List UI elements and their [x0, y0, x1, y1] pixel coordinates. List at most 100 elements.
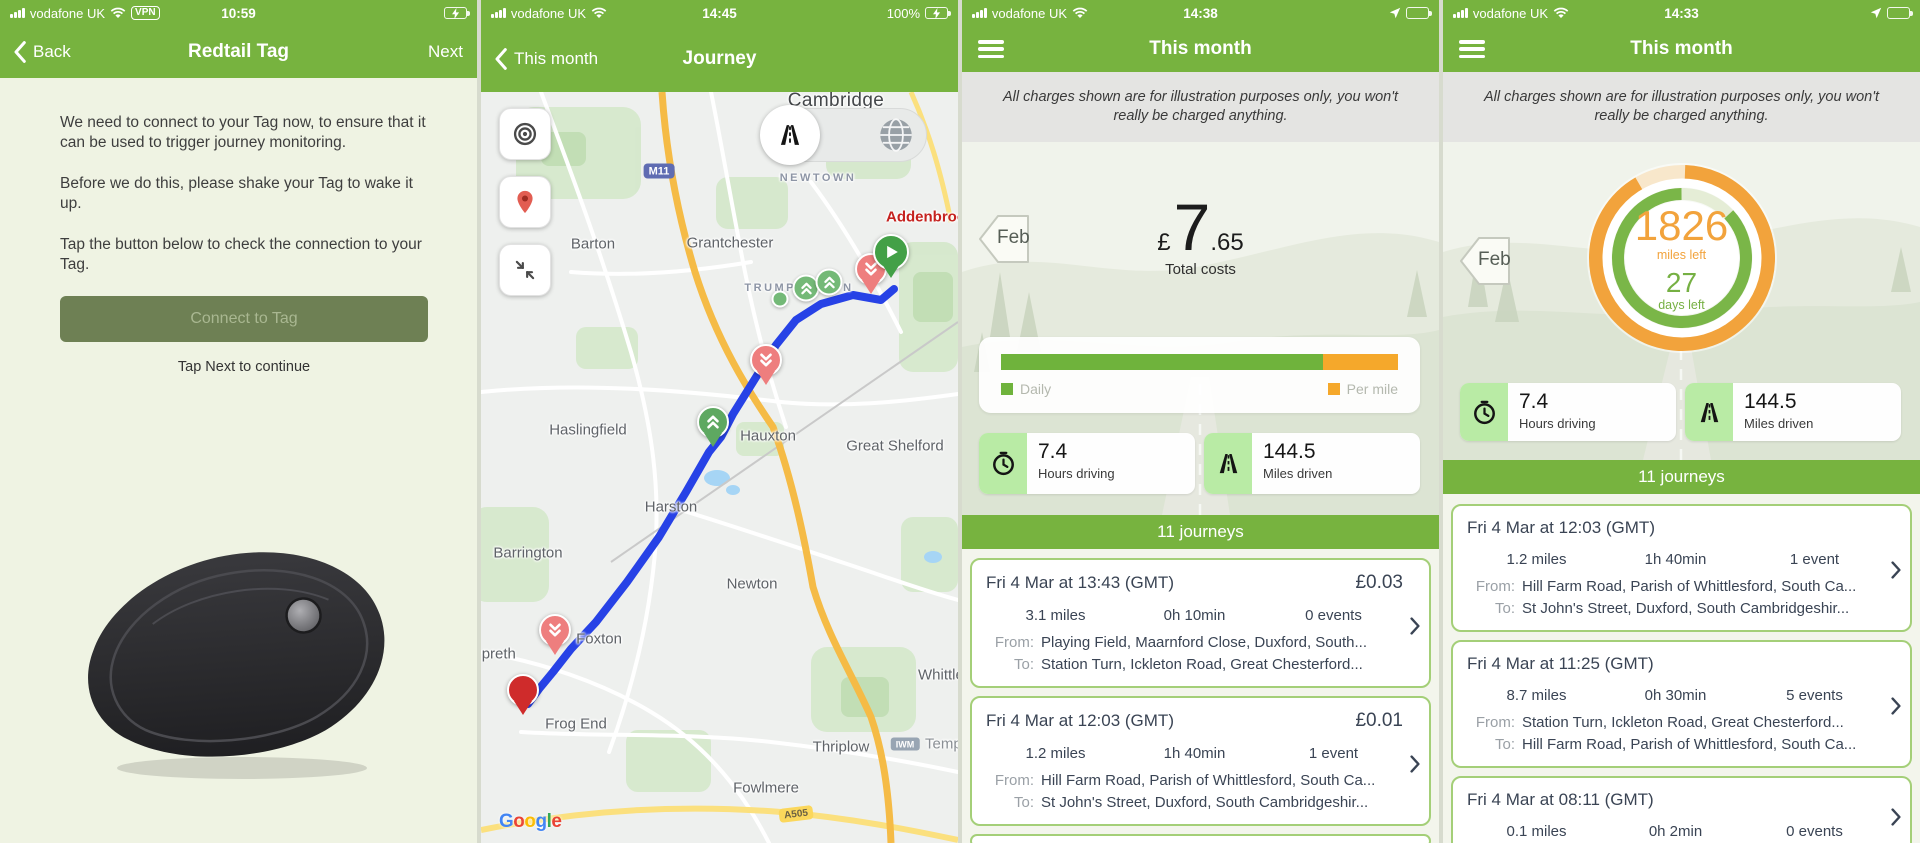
clock-label: 10:59: [221, 5, 256, 21]
clock-label: 14:33: [1664, 5, 1699, 21]
event-marker-pin[interactable]: [855, 253, 887, 294]
motorway-shield-m11: M11: [643, 163, 675, 179]
map-base-layer: [481, 92, 958, 843]
hours-driving-card: 7.4 Hours driving: [1460, 383, 1676, 441]
page-title: Journey: [682, 48, 757, 69]
to-label: To:: [1013, 794, 1034, 811]
screen-journey-map: vodafone UK 14:45 100% This month Journe…: [481, 0, 958, 843]
acceleration-marker[interactable]: [771, 290, 789, 308]
google-logo: Google: [499, 811, 562, 833]
double-chevron-up-icon: [820, 273, 838, 291]
battery-icon: [1887, 7, 1913, 19]
redtail-tag-device-image: [88, 552, 385, 779]
satellite-view-toggle-button[interactable]: [878, 117, 914, 153]
wifi-icon: [1553, 7, 1569, 19]
chevron-right-icon: [1410, 755, 1420, 773]
show-markers-button[interactable]: [499, 176, 551, 228]
event-marker-pin[interactable]: [539, 614, 571, 655]
double-chev ron-down-icon: [545, 620, 565, 640]
journey-to: St John's Street, Duxford, South Cambrid…: [1522, 600, 1850, 617]
location-arrow-icon: [1389, 7, 1401, 19]
map-label-town: Foxton: [576, 630, 622, 648]
month-arrow-badge: [1460, 237, 1510, 285]
from-label: From:: [994, 634, 1034, 651]
month-summary-hero: Feb £ 7 .65 Total costs Daily Per mile: [962, 142, 1439, 515]
to-label: To:: [1013, 656, 1034, 673]
journey-start-marker-pin[interactable]: [873, 234, 909, 278]
menu-button[interactable]: [978, 40, 1004, 58]
to-label: To:: [1494, 600, 1515, 617]
signal-strength-icon: [972, 8, 987, 18]
google-letter: o: [513, 811, 525, 832]
miles-driven-label: Miles driven: [1744, 416, 1814, 431]
journey-card[interactable]: Fri 4 Mar at 12:03 (GMT) 1.2 miles 1h 40…: [1451, 504, 1912, 632]
miles-days-donut-chart: [1586, 163, 1777, 353]
journeys-list: Fri 4 Mar at 12:03 (GMT) 1.2 miles 1h 40…: [1443, 494, 1920, 843]
journey-to: St John's Street, Duxford, South Cambrid…: [1041, 794, 1369, 811]
journey-from: Playing Field, Maarnford Close, Duxford,…: [1041, 634, 1367, 651]
hours-driving-label: Hours driving: [1038, 466, 1115, 481]
map-label-town: Barton: [570, 235, 616, 253]
cost-split-card: Daily Per mile: [979, 337, 1420, 413]
map-canvas[interactable]: Cambridge NEWTOWN Addenbrooke's Grantche…: [481, 92, 958, 843]
menu-button[interactable]: [1459, 40, 1485, 58]
journey-card[interactable]: Fri 4 Mar at 13:43 (GMT) £0.03 3.1 miles…: [970, 558, 1431, 688]
wifi-icon: [591, 7, 607, 19]
journey-card[interactable]: Fri 4 Mar at 12:03 (GMT) £0.01 1.2 miles…: [970, 696, 1431, 826]
google-letter: G: [499, 811, 514, 832]
donut-center-text: 1826 miles left 27 days left: [1587, 163, 1777, 353]
instruction-paragraph: We need to connect to your Tag now, to e…: [60, 114, 426, 151]
page-title: This month: [1149, 38, 1252, 59]
journey-duration: 1h 40min: [1163, 745, 1226, 762]
cost-split-bar: [1001, 354, 1398, 370]
cost-pence-value: .65: [1210, 229, 1244, 256]
to-label: To:: [1494, 736, 1515, 753]
previous-month-button[interactable]: Feb: [1455, 232, 1517, 290]
hours-driving-card: 7.4 Hours driving: [979, 433, 1195, 494]
journey-card[interactable]: Fri 4 Mar at 11:25 (GMT) 8.7 miles 0h 30…: [1451, 640, 1912, 768]
journey-duration: 0h 30min: [1644, 687, 1707, 704]
screen-this-month-costs: vodafone UK 14:38 This month All charges…: [962, 0, 1439, 843]
journey-price: £0.01: [1355, 710, 1403, 731]
my-location-button[interactable]: [499, 108, 551, 160]
journey-card[interactable]: Fri 4 Mar at 08:11 (GMT) 0.1 miles 0h 2m…: [1451, 776, 1912, 843]
legend-per-mile: Per mile: [1327, 381, 1398, 397]
battery-icon: [1406, 7, 1432, 19]
per-mile-legend-swatch: [1327, 383, 1340, 395]
journey-title: Fri 4 Mar at 08:11 (GMT): [1467, 790, 1654, 809]
collapse-map-button[interactable]: [499, 244, 551, 296]
bolt-icon: [932, 8, 941, 19]
clock-icon-box: [1460, 383, 1508, 441]
back-to-this-month-button[interactable]: This month: [495, 48, 598, 70]
journey-duration: 0h 2min: [1648, 823, 1703, 840]
previous-month-button[interactable]: Feb: [974, 210, 1036, 268]
journeys-count-banner: 11 journeys: [962, 515, 1439, 549]
instruction-paragraph: Before we do this, please shake your Tag…: [60, 175, 413, 212]
journey-title: Fri 4 Mar at 12:03 (GMT): [1467, 518, 1655, 537]
road-view-toggle-button[interactable]: [760, 105, 820, 165]
daily-legend-label: Daily: [1020, 381, 1052, 397]
journey-events: 1 event: [1789, 551, 1840, 568]
journey-from: Hill Farm Road, Parish of Whittlesford, …: [1522, 578, 1857, 595]
journey-events: 0 events: [1786, 823, 1843, 840]
double-chevron-up-icon: [797, 279, 815, 297]
google-letter: g: [535, 811, 548, 832]
tag-setup-body: We need to connect to your Tag now, to e…: [0, 78, 477, 375]
journey-card-partial[interactable]: [970, 834, 1431, 843]
road-icon-box: [1204, 433, 1252, 494]
chevron-right-icon: [1891, 808, 1901, 826]
carrier-label: vodafone UK: [510, 5, 587, 21]
carrier-label: vodafone UK: [991, 5, 1068, 21]
map-label-town: Harston: [644, 498, 698, 516]
back-button[interactable]: Back: [14, 41, 71, 63]
next-button[interactable]: Next: [428, 42, 463, 61]
connect-to-tag-button[interactable]: Connect to Tag: [60, 296, 428, 342]
miles-driven-card: 144.5 Miles driven: [1685, 383, 1901, 441]
journey-end-marker-pin[interactable]: [507, 674, 539, 715]
event-marker-pin[interactable]: [750, 344, 782, 385]
event-marker-pin[interactable]: [697, 406, 729, 447]
clock-icon-box: [979, 433, 1027, 494]
acceleration-marker[interactable]: [815, 268, 843, 296]
instruction-paragraph: Tap the button below to check the connec…: [60, 236, 422, 273]
map-label-poi: Tempo: [925, 735, 958, 753]
